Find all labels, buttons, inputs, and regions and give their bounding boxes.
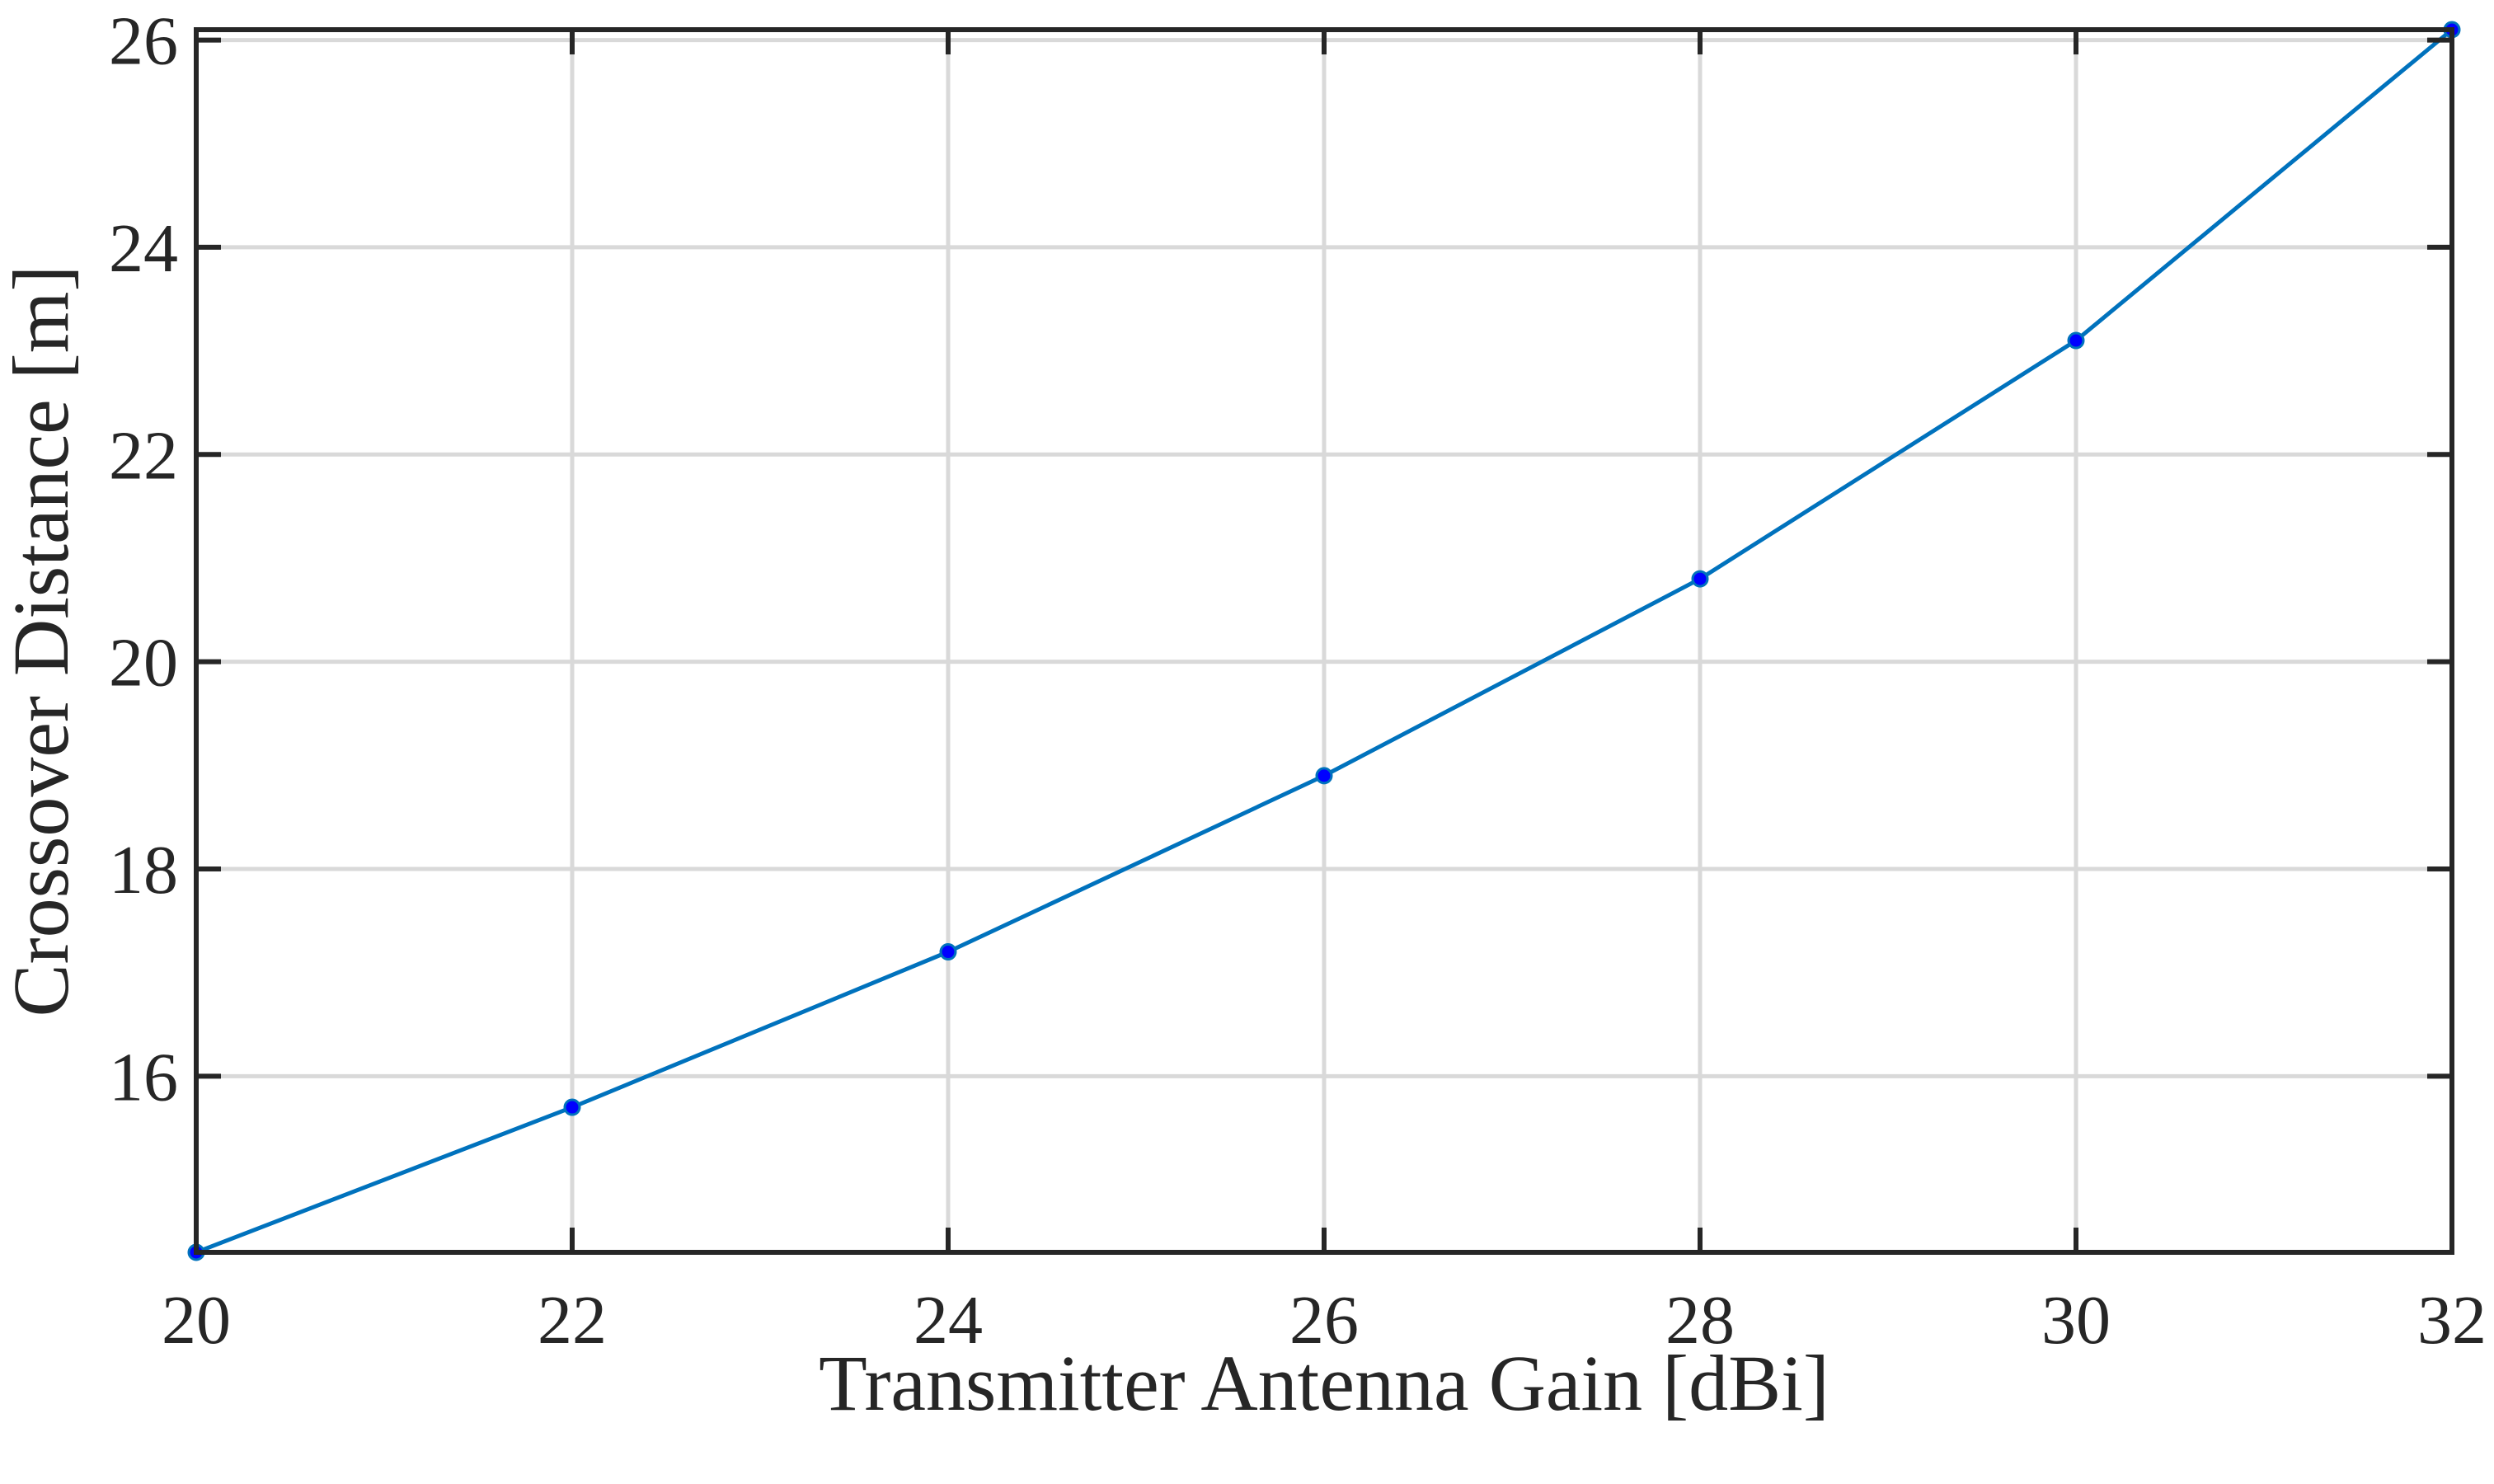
- x-tick-label: 24: [914, 1282, 983, 1359]
- y-tick-label: 24: [109, 210, 178, 287]
- x-tick-label: 20: [162, 1282, 231, 1359]
- data-point: [1315, 767, 1333, 785]
- y-axis-title: Crossover Distance [m]: [0, 265, 85, 1017]
- x-tick-label: 26: [1289, 1282, 1359, 1359]
- x-tick-label: 30: [2041, 1282, 2111, 1359]
- y-tick-label: 20: [109, 625, 178, 702]
- y-tick-label: 22: [109, 417, 178, 494]
- axis-ticks: [194, 30, 2454, 1252]
- data-point: [939, 943, 957, 961]
- series-layer: [187, 21, 2461, 1261]
- x-tick-label: 32: [2417, 1282, 2487, 1359]
- data-point: [2067, 331, 2085, 350]
- x-tick-label: 28: [1665, 1282, 1735, 1359]
- x-tick-label: 22: [538, 1282, 607, 1359]
- data-point: [563, 1098, 581, 1116]
- y-tick-label: 26: [109, 3, 178, 80]
- x-axis-title: Transmitter Antenna Gain [dBi]: [819, 1339, 1829, 1427]
- y-tick-label: 18: [109, 832, 178, 909]
- tick-labels: 20 22 24 26 28 30 32 16 18 20 22 24 26: [109, 3, 2487, 1359]
- data-point: [1691, 570, 1709, 588]
- y-tick-label: 16: [109, 1039, 178, 1115]
